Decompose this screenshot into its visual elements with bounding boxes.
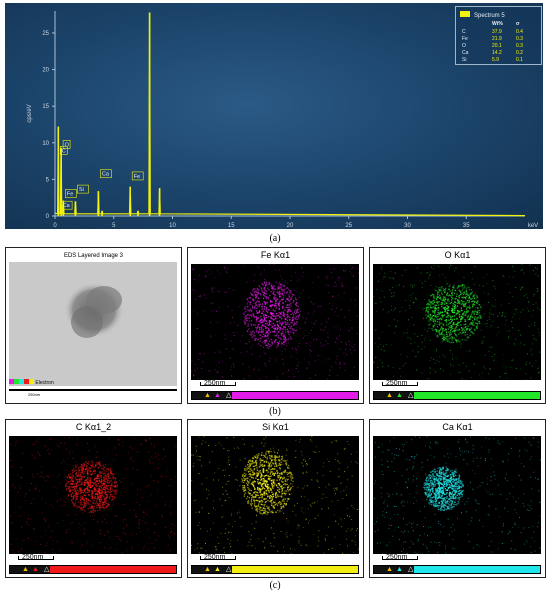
- map-fe: Fe Kα1 250nm ▲ ▲ △: [187, 247, 364, 404]
- legend-row-element: Fe: [462, 36, 468, 42]
- svg-text:Ca: Ca: [63, 203, 71, 209]
- peak-label: O: [62, 140, 71, 149]
- x-tick-label: 10: [169, 223, 176, 229]
- o-map-image: [373, 264, 541, 380]
- spectrum-plot: 0 5 10 15 20 25 30 350510152025keVcps/eVOCFeSiC…: [27, 11, 538, 229]
- map-ca: Ca Kα1 250nm ▲ ▲ △: [369, 419, 546, 578]
- x-tick-label: 5: [112, 223, 116, 229]
- y-tick-label: 10: [42, 141, 49, 147]
- y-tick-label: 5: [46, 177, 50, 183]
- svg-text:Fe: Fe: [134, 174, 140, 180]
- peak-label: Ca: [60, 200, 73, 210]
- legend-series-name: Spectrum 5: [474, 13, 505, 19]
- caption-c: (c): [269, 580, 281, 591]
- x-tick-label: 30: [404, 223, 411, 229]
- fe-scale-label: 250nm: [204, 380, 226, 387]
- legend-row-wt: 5.9: [492, 57, 499, 63]
- svg-text:Fe: Fe: [67, 192, 73, 198]
- legend-row-sigma: 0.2: [516, 50, 523, 56]
- x-tick-label: 25: [345, 223, 352, 229]
- o-colorbar: ▲ ▲ △: [373, 391, 541, 400]
- c-colorbar: ▲ ▲ △: [9, 565, 177, 574]
- x-tick-label: 20: [287, 223, 294, 229]
- legend-row-wt: 20.1: [492, 43, 502, 49]
- legend-header-wt: Wt%: [492, 21, 503, 27]
- svg-text:O: O: [65, 142, 70, 148]
- legend-header-sigma: σ: [516, 21, 520, 27]
- map-o: O Kα1 250nm ▲ ▲ △: [369, 247, 546, 404]
- legend-row-wt: 37.9: [492, 29, 502, 35]
- legend-row-sigma: 0.3: [516, 43, 523, 49]
- map-title-o: O Kα1: [444, 250, 471, 260]
- si-map-image: [191, 436, 359, 554]
- caption-a: (a): [269, 233, 281, 244]
- x-axis-label: keV: [528, 223, 538, 229]
- eds-spectrum-chart: 0 5 10 15 20 25 30 35 0 5 10 15 20 25 keV cps/eV O C Fe Si C…: [5, 3, 543, 229]
- caption-b: (b): [269, 406, 281, 417]
- x-tick-label: 15: [228, 223, 235, 229]
- peak-label: Si: [77, 184, 89, 194]
- map-title-si: Si Kα1: [262, 422, 289, 432]
- layered-electron-image: [9, 262, 177, 386]
- legend-row-sigma: 0.4: [516, 29, 523, 35]
- peak-label: Fe: [131, 171, 144, 181]
- legend-row-element: Ca: [462, 50, 469, 56]
- map-layered-image: EDS Layered Image 3 Electron 250nm: [5, 247, 182, 404]
- x-tick-label: 0: [53, 223, 57, 229]
- y-tick-label: 0: [46, 214, 50, 220]
- ca-map-image: [373, 436, 541, 554]
- legend-row-element: O: [462, 43, 466, 49]
- peak-label: Ca: [100, 169, 112, 179]
- si-scale-label: 250nm: [204, 554, 226, 561]
- spectrum-legend: Spectrum 5 Wt% σ C 37.9 0.4 Fe 21.9 0.3 O 20.1 0.3 C…: [455, 6, 542, 65]
- si-colorbar: ▲ ▲ △: [191, 565, 359, 574]
- fe-map-image: [191, 264, 359, 380]
- c-scale-label: 250nm: [22, 554, 44, 561]
- ca-scale-label: 250nm: [386, 554, 408, 561]
- layered-scale-strip: [9, 389, 177, 391]
- map-title-layered: EDS Layered Image 3: [63, 253, 124, 259]
- peak-label: Fe: [65, 189, 77, 198]
- svg-text:C: C: [62, 148, 66, 154]
- map-title-fe: Fe Kα1: [260, 250, 291, 260]
- legend-table: Spectrum 5 Wt% σ C 37.9 0.4 Fe 21.9 0.3 O 20.1 0.3 C…: [460, 11, 523, 63]
- svg-text:Si: Si: [79, 187, 84, 193]
- legend-row-wt: 21.9: [492, 36, 502, 42]
- legend-row-sigma: 0.1: [516, 57, 523, 63]
- y-tick-label: 25: [42, 31, 49, 37]
- map-si: Si Kα1 250nm ▲ ▲ △: [187, 419, 364, 578]
- ca-colorbar: ▲ ▲ △: [373, 565, 541, 574]
- legend-row-wt: 14.2: [492, 50, 502, 56]
- c-map-image: [9, 436, 177, 554]
- y-tick-label: 20: [42, 68, 49, 74]
- peak-label: C: [59, 146, 68, 155]
- map-title-c: C Kα1_2: [75, 422, 112, 432]
- layered-electron-tag: Electron: [35, 380, 54, 386]
- layered-tag-row: Electron: [9, 379, 54, 386]
- legend-row-sigma: 0.3: [516, 36, 523, 42]
- x-tick-label: 35: [463, 223, 470, 229]
- layered-scale-label: 250nm: [28, 392, 41, 397]
- fe-colorbar: ▲ ▲ △: [191, 391, 359, 400]
- map-c: C Kα1_2 250nm ▲ ▲ △: [5, 419, 182, 578]
- y-axis-label: cps/eV: [27, 104, 33, 122]
- legend-swatch: [460, 11, 470, 17]
- legend-row-element: Si: [462, 57, 466, 63]
- map-title-ca: Ca Kα1: [442, 422, 473, 432]
- o-scale-label: 250nm: [386, 380, 408, 387]
- legend-row-element: C: [462, 29, 466, 35]
- svg-text:Ca: Ca: [102, 172, 110, 178]
- y-tick-label: 15: [42, 104, 49, 110]
